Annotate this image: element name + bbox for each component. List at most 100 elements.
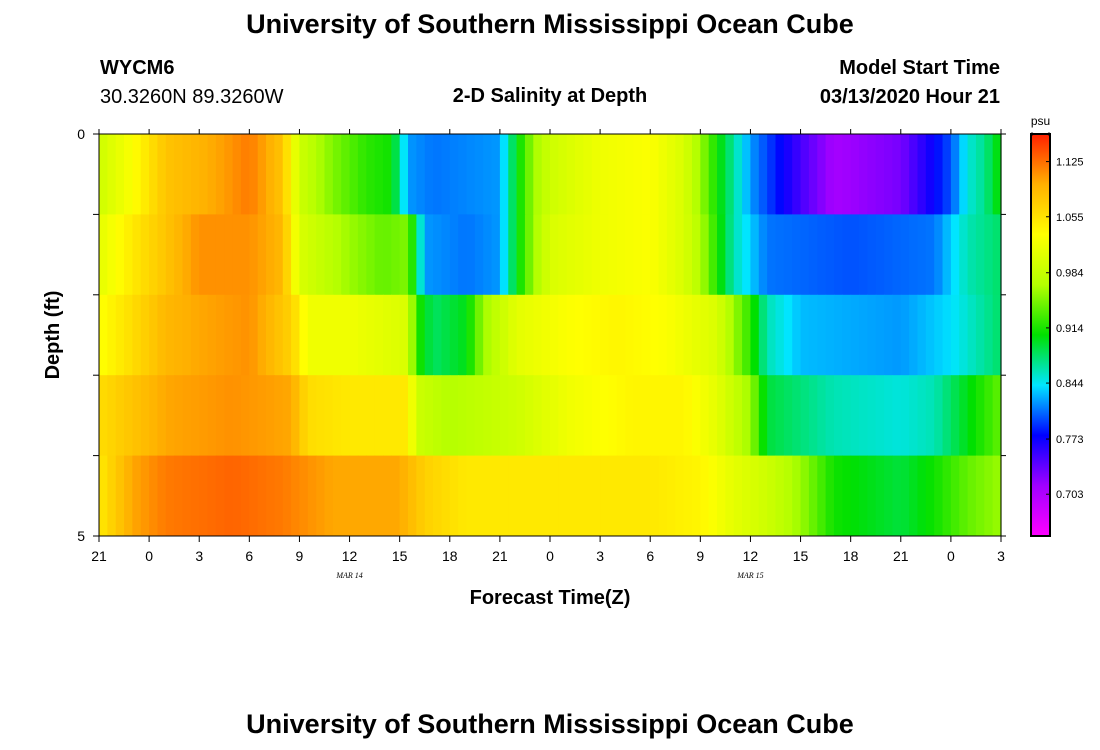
heatmap-cell (174, 375, 184, 457)
heatmap-cell (900, 455, 910, 537)
heatmap-cell (708, 214, 718, 296)
heatmap-cell (499, 375, 509, 457)
heatmap-cell (282, 375, 292, 457)
heatmap-cell (399, 134, 409, 215)
heatmap-cell (199, 134, 209, 215)
heatmap-cell (140, 455, 150, 537)
heatmap-cell (433, 455, 443, 537)
heatmap-cell (925, 214, 935, 296)
heatmap-cell (700, 294, 710, 376)
heatmap-cell (550, 214, 559, 296)
heatmap-cell (291, 214, 301, 296)
heatmap-cell (516, 294, 526, 376)
heatmap-cell (307, 294, 317, 376)
heatmap-cell (975, 134, 985, 215)
heatmap-cell (558, 214, 568, 296)
heatmap-cell (299, 214, 309, 296)
x-tick-label: 3 (195, 548, 203, 564)
heatmap-cell (758, 294, 768, 376)
heatmap-cell (274, 455, 284, 537)
heatmap-cell (683, 294, 693, 376)
heatmap-cell (299, 294, 309, 376)
heatmap-cell (658, 134, 668, 215)
heatmap-cell (550, 294, 559, 376)
heatmap-cell (291, 294, 301, 376)
heatmap-cell (124, 455, 134, 537)
x-tick-label: 6 (245, 548, 253, 564)
heatmap-cell (199, 375, 209, 457)
heatmap-cell (441, 214, 451, 296)
heatmap-cell (608, 214, 618, 296)
heatmap-cell (324, 294, 334, 376)
heatmap-cell (391, 134, 401, 215)
heatmap-cell (274, 294, 284, 376)
heatmap-cell (382, 455, 392, 537)
heatmap-cell (107, 375, 117, 457)
heatmap-cell (199, 214, 209, 296)
y-tick-label: 5 (77, 528, 85, 544)
heatmap-cell (416, 375, 426, 457)
heatmap-cell (266, 375, 275, 457)
heatmap-cell (541, 294, 551, 376)
heatmap-cell (524, 134, 534, 215)
heatmap-cell (232, 134, 242, 215)
heatmap-cell (165, 294, 175, 376)
heatmap-cell (524, 294, 534, 376)
heatmap-cell (825, 375, 835, 457)
heatmap-cell (625, 375, 635, 457)
heatmap-cell (892, 214, 902, 296)
heatmap-cell (332, 455, 342, 537)
heatmap-cell (591, 134, 601, 215)
heatmap-cell (215, 455, 225, 537)
heatmap-cell (566, 455, 576, 537)
heatmap-cell (742, 134, 752, 215)
heatmap-cell (616, 375, 626, 457)
heatmap-cell (282, 134, 292, 215)
heatmap-cell (934, 375, 944, 457)
heatmap-cell (374, 134, 384, 215)
heatmap-cell (842, 455, 852, 537)
heatmap-cell (466, 294, 476, 376)
heatmap-cell (124, 375, 134, 457)
heatmap-cell (884, 294, 894, 376)
heatmap-cell (257, 375, 267, 457)
heatmap-cell (224, 134, 234, 215)
heatmap-cell (992, 375, 1002, 457)
x-tick-label: 18 (442, 548, 458, 564)
heatmap-cell (115, 455, 125, 537)
heatmap-cell (374, 214, 384, 296)
heatmap-cell (282, 294, 292, 376)
heatmap-cell (575, 214, 585, 296)
heatmap-cell (884, 455, 894, 537)
heatmap-cell (950, 134, 960, 215)
x-tick-label: 9 (296, 548, 304, 564)
heatmap-cell (441, 294, 451, 376)
heatmap-cell (524, 214, 534, 296)
footer-title: University of Southern Mississippi Ocean… (246, 709, 854, 739)
heatmap-cell (541, 214, 551, 296)
heatmap-cell (984, 214, 994, 296)
heatmap-cell (274, 134, 284, 215)
heatmap-cell (700, 214, 710, 296)
heatmap-cell (341, 375, 351, 457)
heatmap-cell (959, 375, 969, 457)
heatmap-cell (257, 214, 267, 296)
heatmap-cell (833, 214, 843, 296)
heatmap-cell (149, 294, 159, 376)
colorbar-tick-label: 0.773 (1056, 434, 1084, 446)
heatmap-cell (733, 375, 743, 457)
heatmap-cell (792, 294, 802, 376)
heatmap-cell (992, 294, 1002, 376)
heatmap-cell (483, 294, 493, 376)
heatmap-cell (792, 375, 802, 457)
x-tick-label: 3 (997, 548, 1005, 564)
heatmap-cell (566, 375, 576, 457)
heatmap-cell (967, 214, 977, 296)
heatmap-cell (767, 375, 777, 457)
heatmap-cell (182, 294, 192, 376)
heatmap-cell (783, 134, 793, 215)
heatmap-cell (349, 134, 359, 215)
heatmap-cell (758, 134, 768, 215)
heatmap-cell (499, 134, 509, 215)
